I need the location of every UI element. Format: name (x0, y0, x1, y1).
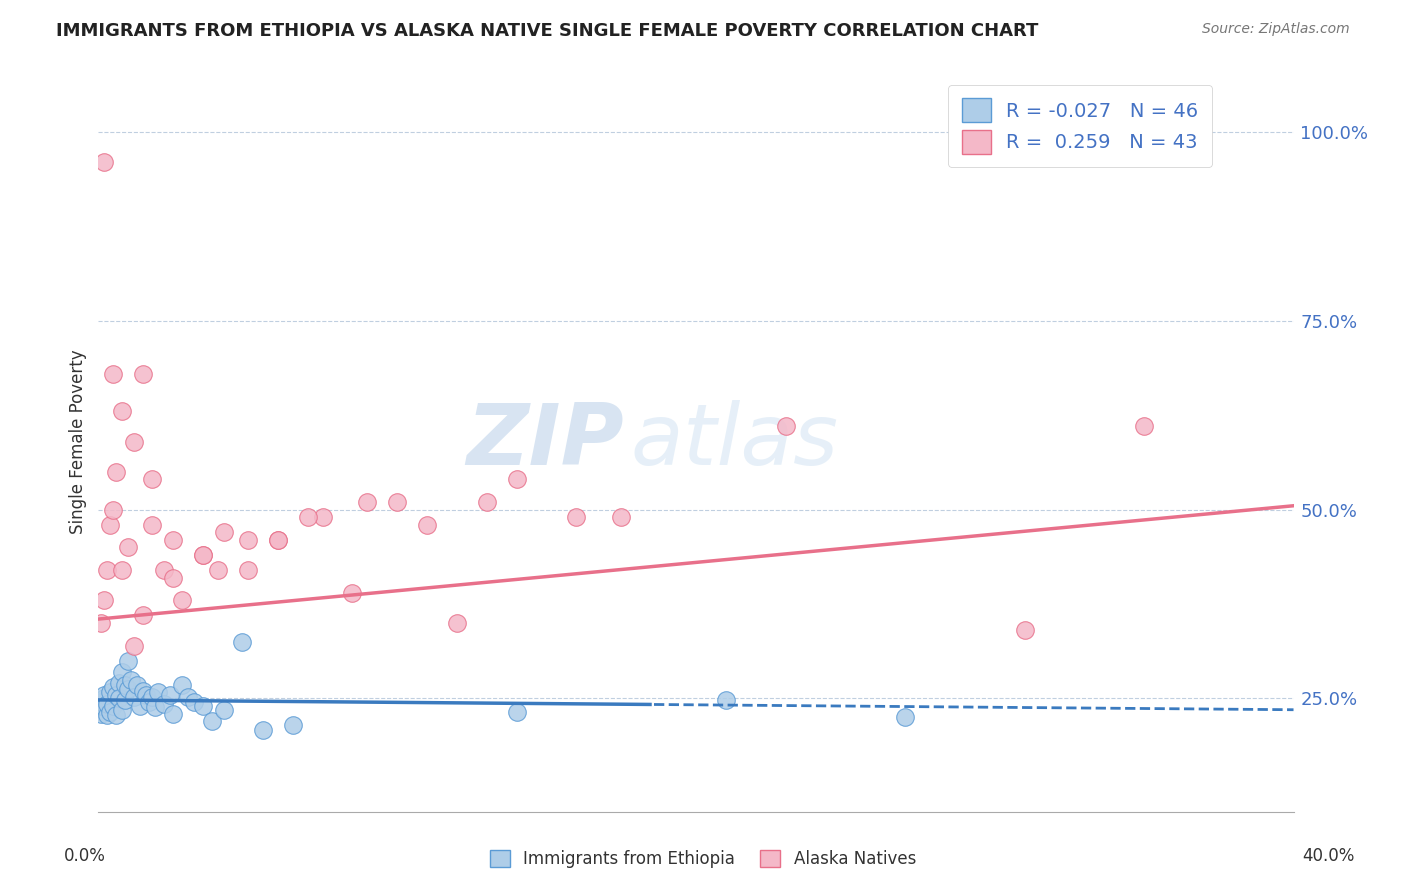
Point (132, 608, 155, 623)
Point (141, 472, 163, 486)
Point (565, 510, 588, 524)
Point (111, 665, 134, 679)
Point (162, 570, 184, 584)
Point (132, 683, 155, 698)
Point (231, 634, 253, 648)
Point (385, 495, 409, 509)
Point (90, 706, 112, 721)
Text: IMMIGRANTS FROM ETHIOPIA VS ALASKA NATIVE SINGLE FEMALE POVERTY CORRELATION CHAR: IMMIGRANTS FROM ETHIOPIA VS ALASKA NATIV… (56, 22, 1039, 40)
Text: ZIP: ZIP (467, 400, 624, 483)
Point (103, 502, 125, 516)
Point (98, 517, 122, 532)
Point (111, 563, 134, 577)
Point (103, 367, 125, 381)
Point (138, 695, 160, 709)
Point (129, 698, 152, 713)
Point (90, 695, 112, 709)
Point (610, 510, 633, 524)
Point (141, 690, 163, 704)
Point (124, 690, 146, 704)
Text: atlas: atlas (630, 400, 838, 483)
Point (416, 517, 439, 532)
Point (127, 678, 149, 692)
Point (90, 615, 112, 630)
Point (93, 691, 115, 706)
Point (143, 700, 166, 714)
Text: 0.0%: 0.0% (63, 847, 105, 864)
Point (117, 541, 139, 555)
Point (159, 688, 181, 702)
Point (132, 367, 155, 381)
Point (236, 563, 259, 577)
Point (93, 593, 115, 607)
Point (96, 563, 118, 577)
Point (103, 698, 125, 713)
Point (342, 585, 364, 599)
Point (135, 688, 157, 702)
Point (311, 510, 333, 524)
Point (212, 525, 235, 540)
Point (475, 495, 498, 509)
Point (201, 714, 224, 728)
Point (172, 678, 194, 692)
Point (117, 682, 139, 697)
Point (236, 533, 259, 547)
Point (93, 700, 115, 714)
Point (96, 708, 118, 723)
Point (191, 548, 214, 562)
Point (98, 705, 122, 719)
Point (281, 718, 304, 732)
Point (177, 690, 200, 704)
Point (93, 688, 115, 702)
Point (105, 688, 128, 702)
Point (124, 434, 146, 449)
Point (153, 563, 176, 577)
Point (172, 593, 194, 607)
Point (183, 695, 205, 709)
Point (96, 698, 118, 712)
Point (108, 691, 131, 706)
Text: Source: ZipAtlas.com: Source: ZipAtlas.com (1202, 22, 1350, 37)
Point (98, 685, 122, 699)
Point (105, 708, 128, 723)
Point (114, 678, 136, 692)
Point (267, 533, 290, 547)
Point (1133, 419, 1156, 434)
Point (153, 698, 176, 712)
Point (117, 654, 139, 668)
Point (111, 703, 134, 717)
Point (191, 548, 214, 562)
Point (356, 495, 378, 509)
Point (162, 706, 184, 721)
Point (1014, 624, 1036, 638)
Point (105, 465, 128, 479)
Point (297, 510, 319, 524)
Point (267, 533, 290, 547)
Text: 40.0%: 40.0% (1302, 847, 1355, 864)
Point (124, 639, 146, 653)
Y-axis label: Single Female Poverty: Single Female Poverty (69, 350, 87, 533)
Point (120, 673, 142, 687)
Point (212, 703, 235, 717)
Point (506, 472, 529, 486)
Point (207, 563, 229, 577)
Point (252, 723, 274, 738)
Point (714, 693, 737, 707)
Point (103, 680, 125, 694)
Point (894, 710, 917, 724)
Point (446, 615, 468, 630)
Point (141, 517, 163, 532)
Legend: R = -0.027   N = 46, R =  0.259   N = 43: R = -0.027 N = 46, R = 0.259 N = 43 (948, 85, 1212, 167)
Point (108, 676, 131, 690)
Point (162, 533, 184, 547)
Point (506, 705, 529, 719)
Point (775, 419, 797, 434)
Legend: Immigrants from Ethiopia, Alaska Natives: Immigrants from Ethiopia, Alaska Natives (484, 843, 922, 875)
Point (111, 404, 134, 418)
Point (191, 698, 214, 713)
Point (93, 155, 115, 169)
Point (114, 693, 136, 707)
Point (148, 685, 170, 699)
